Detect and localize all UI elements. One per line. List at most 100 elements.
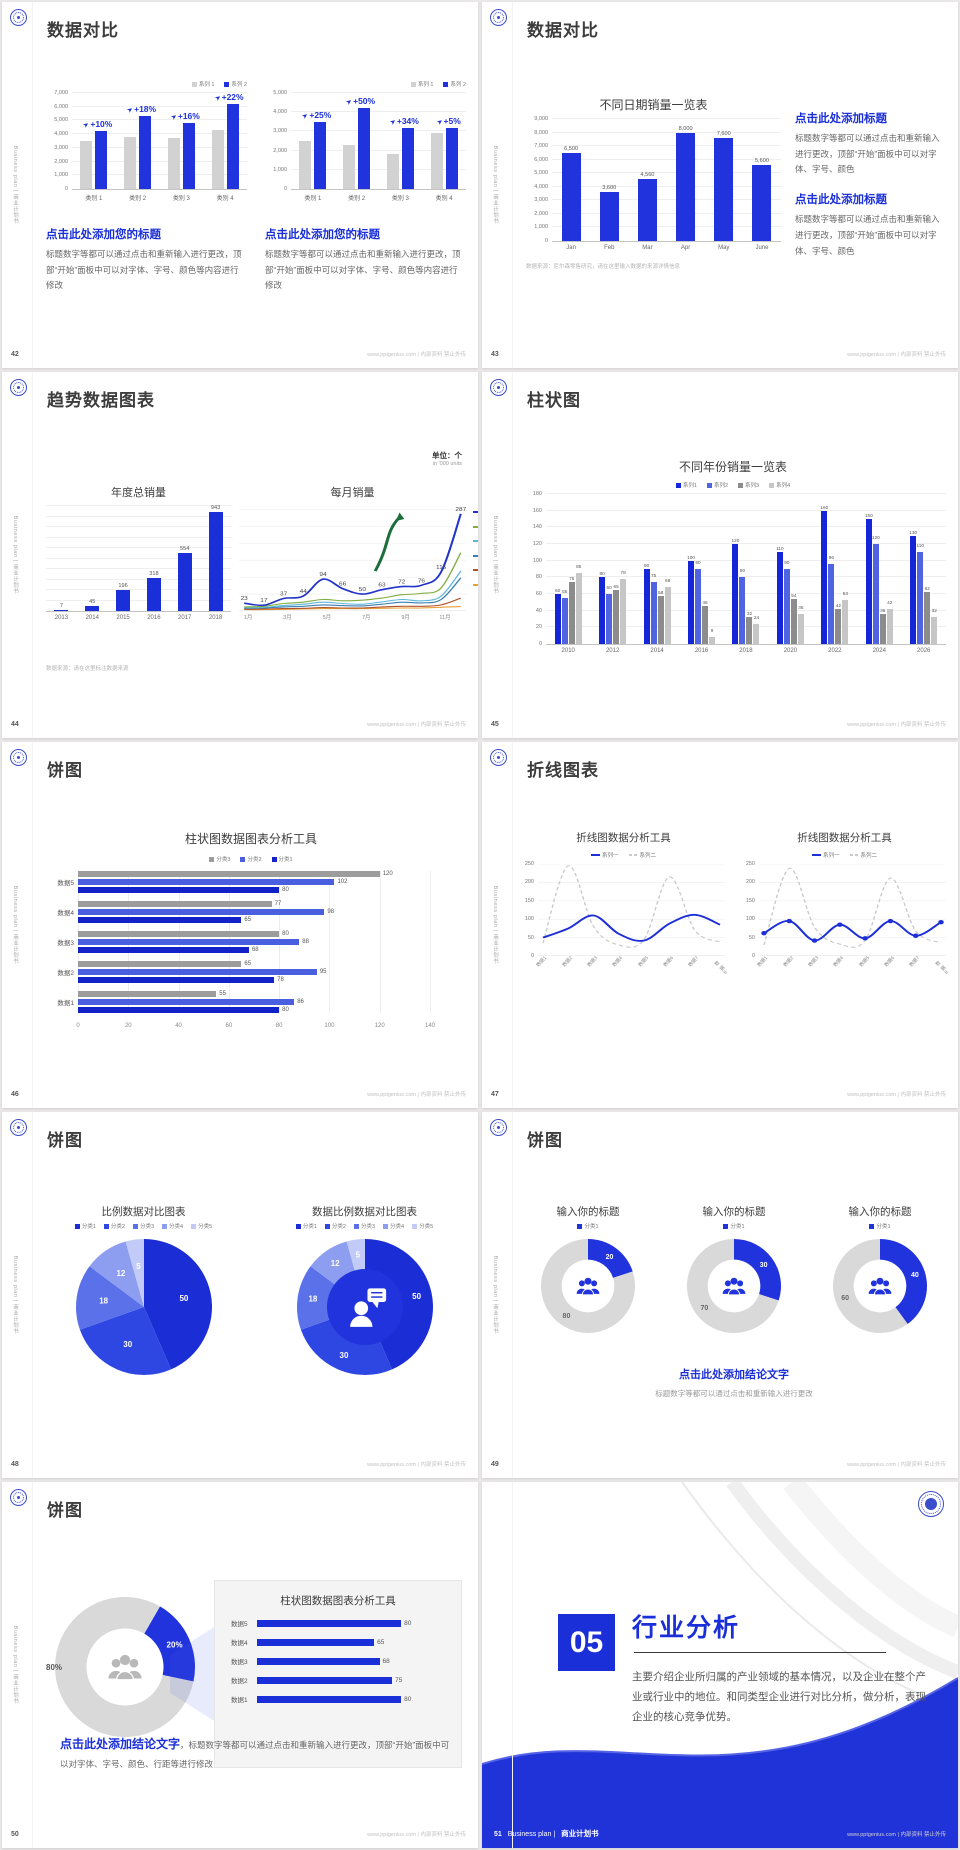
lgt: 分类1	[302, 1224, 317, 1230]
group: ➤ +22%	[203, 92, 247, 189]
hbarr	[78, 947, 249, 953]
xtick: 0	[76, 1023, 80, 1029]
bar: 36	[797, 605, 804, 644]
text-block: 点击此处添加您的标题 标题数字等都可以通过点击和重新输入进行更改，顶部“开始”面…	[46, 226, 247, 294]
cbody: 0 1,000 2,000 3,000 4,000 5,000 ➤ +25% ➤ +50% ➤ +34…	[265, 90, 466, 202]
chart-row: 折线图数据分析工具 系列一 系列二 0 50 100 150 200 250 数据1 数据2 数据3 数…	[522, 830, 949, 976]
hline: 98	[78, 909, 430, 915]
blabel: 42	[887, 600, 893, 605]
legend: 系列1 系列2 系列3 系列4	[520, 481, 946, 489]
group: ➤ +34%	[379, 93, 423, 189]
slide-title: 折线图表	[527, 761, 599, 780]
block-body: 标题数字等都可以通过点击和重新输入进行更改，顶部“开始”面板中可以对字体、字号、…	[265, 249, 461, 291]
lgi: 系列 2	[224, 80, 247, 88]
pie-slice	[310, 1241, 355, 1285]
blabel: 58	[657, 589, 664, 595]
grid	[546, 593, 946, 594]
outside-percent-label: 80%	[46, 1663, 63, 1673]
hval: 98	[327, 909, 335, 915]
svg-text:5: 5	[136, 1262, 141, 1271]
text-block: 点击此处添加标题 标题数字等都可以通过点击和重新输入进行更改，顶部“开始”面板中…	[795, 191, 946, 259]
lgt: 分类1	[81, 1224, 96, 1230]
lgline	[473, 569, 478, 571]
piewrap: 30 70	[684, 1236, 784, 1341]
slide-46: Business plan | 商业计划书 饼图 柱状图数据图表分析工具 分类3 分…	[2, 742, 478, 1108]
bar: 7	[54, 603, 69, 611]
yl: 0	[538, 641, 542, 647]
blabel: 45	[89, 599, 96, 606]
slide-footer: www.pptgenius.com | 内部资料 禁止外传	[847, 1462, 946, 1468]
group: 5,600	[743, 119, 781, 241]
blabel: 943	[210, 505, 221, 511]
grid	[552, 199, 781, 201]
main-row: 不同日期销量一览表 0 1,000 2,000 3,000 4,000 5,000 6,000…	[526, 96, 946, 272]
svg-text:80: 80	[563, 1313, 571, 1320]
lgi: 20 18	[473, 508, 478, 521]
block-body: 标题数字等都可以通过点击和重新输入进行更改，顶部“开始”面板中可以对字体、字号、…	[795, 133, 940, 175]
line-series-2014	[244, 597, 462, 610]
cat: 类别 3	[391, 196, 409, 202]
hbarr	[78, 969, 317, 975]
ptitle: 输入你的标题	[848, 1206, 912, 1218]
group: 80 60 65 78	[590, 494, 634, 644]
xlab: 数据5	[637, 955, 650, 969]
legend-swatch-icon	[103, 1223, 109, 1229]
ann-text: +5%	[443, 115, 461, 126]
sval: 80	[404, 1619, 412, 1627]
ann-text: +18%	[134, 104, 157, 115]
bar	[124, 136, 137, 189]
lgi: 系列二	[628, 851, 656, 859]
lgi: 分类1	[577, 1222, 599, 1230]
lgline	[473, 540, 478, 542]
brand-logo-icon	[490, 379, 507, 396]
section-body: 主要介绍企业所归属的产业领域的基本情况，以及企业在整个产业或行业中的地位。和同类…	[632, 1671, 926, 1723]
grid	[291, 130, 466, 132]
unit-note: 单位：个 in '000 units	[432, 450, 462, 467]
cat: 2013	[54, 615, 69, 621]
cats: 类别 1 类别 2 类别 3 类别 4	[72, 193, 247, 202]
bar: 110	[776, 546, 784, 644]
lgi: 20 17	[473, 523, 478, 536]
xtick: 120	[374, 1023, 385, 1029]
monthly-sales-line-chart: 每月销量 23 17 37 44 94 66 50 63 72 76 115 287 20 18 20 17…	[239, 484, 478, 625]
svg-text:5: 5	[355, 1250, 360, 1259]
slide-title: 柱状图	[527, 391, 581, 410]
line-series-系列二	[542, 865, 721, 948]
page-number: 42	[11, 351, 19, 358]
groups: 60 55 75 85 80 60 65 78 90 75 58 68 100 90 46 9 120 80 32 2…	[546, 494, 946, 644]
xticks: 0 20 40 60 80 100 120 140	[76, 1021, 435, 1031]
yl: 1,000	[273, 166, 287, 173]
hline: 65	[78, 961, 430, 967]
legend-line-icon	[628, 854, 638, 856]
blabel: 85	[576, 564, 582, 570]
group: ➤ +5%	[422, 93, 466, 189]
lgt: 系列4	[776, 483, 791, 489]
bar: 32	[746, 611, 753, 644]
ann-text: +34%	[396, 115, 419, 126]
yaxis: 0 50 100 150 200 250	[743, 861, 759, 959]
plotcol: 数据1 数据2 数据3 数据4 数据5 数据6 数据7 数据8	[758, 864, 949, 976]
blabel: 7,600	[716, 130, 731, 137]
blabel: 60	[555, 588, 561, 593]
donut-chart-1: 输入你的标题 分类1 20 80	[518, 1204, 658, 1341]
slide-title: 趋势数据图表	[47, 391, 155, 410]
xlab: 5月	[322, 615, 332, 621]
srow: 数据4 65	[231, 1637, 445, 1647]
hval: 95	[319, 969, 327, 975]
bar: 42	[835, 603, 842, 644]
cat: 2020	[783, 648, 798, 654]
hval: 80	[282, 1007, 289, 1013]
bar: 42	[886, 600, 893, 644]
yl: 4,000	[273, 109, 287, 116]
yl: 4,000	[534, 183, 548, 190]
blabel: 42	[835, 603, 841, 608]
plot: 60 55 75 85 80 60 65 78 90 75 58 68 100 90 46 9 120 80 32 2…	[546, 493, 946, 645]
svg-text:63: 63	[378, 583, 385, 588]
line-series-2013	[244, 606, 461, 611]
ptitle: 输入你的标题	[702, 1206, 766, 1218]
brand-logo-icon	[10, 9, 27, 26]
xlab: 数据7	[909, 955, 922, 969]
lgt: 分类1	[876, 1224, 891, 1230]
bar: 58	[657, 590, 664, 644]
bar: 554	[177, 546, 192, 611]
